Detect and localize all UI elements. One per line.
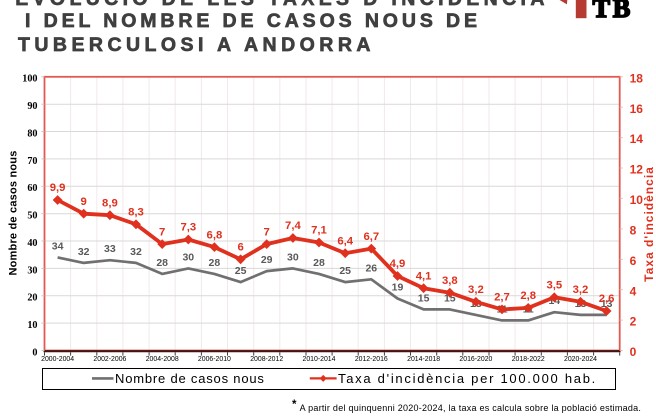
- svg-text:90: 90: [27, 101, 37, 112]
- svg-text:2004-2008: 2004-2008: [146, 356, 179, 363]
- svg-text:28: 28: [156, 257, 168, 269]
- svg-text:2008-2012: 2008-2012: [250, 356, 283, 363]
- svg-text:28: 28: [209, 257, 221, 269]
- svg-text:2014-2018: 2014-2018: [407, 356, 440, 363]
- svg-text:10: 10: [27, 320, 37, 331]
- svg-text:2006-2010: 2006-2010: [198, 356, 231, 363]
- svg-text:30: 30: [182, 251, 194, 263]
- svg-text:60: 60: [27, 183, 37, 194]
- svg-text:9,9: 9,9: [50, 182, 66, 194]
- svg-text:4: 4: [630, 284, 637, 298]
- svg-text:2012-2016: 2012-2016: [355, 356, 388, 363]
- svg-text:29: 29: [261, 254, 273, 266]
- svg-text:30: 30: [287, 251, 299, 263]
- svg-text:4,9: 4,9: [390, 258, 406, 270]
- svg-text:25: 25: [339, 265, 351, 277]
- svg-text:Taxa d'incidència per 100.000: Taxa d'incidència per 100.000 hab.: [338, 371, 597, 386]
- svg-text:3,8: 3,8: [442, 275, 458, 287]
- svg-text:2018-2022: 2018-2022: [512, 356, 545, 363]
- svg-text:6,8: 6,8: [207, 229, 223, 241]
- svg-text:3,2: 3,2: [573, 284, 589, 296]
- svg-text:15: 15: [418, 292, 430, 304]
- svg-text:16: 16: [630, 102, 644, 116]
- svg-text:32: 32: [78, 246, 90, 258]
- svg-text:8: 8: [630, 224, 637, 238]
- svg-text:6: 6: [237, 242, 243, 254]
- svg-text:2016-2020: 2016-2020: [459, 356, 492, 363]
- svg-text:Nombre de casos nous: Nombre de casos nous: [8, 150, 20, 275]
- svg-text:7: 7: [159, 226, 165, 238]
- svg-text:7,4: 7,4: [285, 220, 301, 232]
- svg-text:4,1: 4,1: [416, 270, 432, 282]
- svg-text:3,5: 3,5: [546, 280, 562, 292]
- svg-text:6,4: 6,4: [337, 235, 353, 247]
- svg-text:12: 12: [630, 163, 644, 177]
- svg-text:15: 15: [444, 292, 456, 304]
- svg-text:Taxa d'incidència: Taxa d'incidència: [642, 166, 656, 282]
- svg-text:10: 10: [630, 193, 644, 207]
- svg-text:8,3: 8,3: [128, 207, 144, 219]
- svg-text:13: 13: [601, 298, 613, 310]
- svg-text:7: 7: [264, 226, 270, 238]
- svg-text:2000-2004: 2000-2004: [41, 356, 74, 363]
- svg-text:TB: TB: [593, 0, 634, 23]
- svg-text:28: 28: [313, 257, 325, 269]
- svg-text:100: 100: [22, 74, 37, 85]
- svg-text:80: 80: [27, 128, 37, 139]
- svg-text:0: 0: [630, 345, 637, 359]
- svg-text:2020-2024: 2020-2024: [564, 356, 597, 363]
- svg-text:26: 26: [365, 262, 377, 274]
- svg-text:40: 40: [27, 238, 37, 249]
- svg-text:30: 30: [27, 265, 37, 276]
- svg-text:6,7: 6,7: [363, 231, 379, 243]
- svg-text:Nombre de casos nous: Nombre de casos nous: [115, 371, 265, 386]
- svg-text:18: 18: [630, 71, 644, 85]
- svg-text:25: 25: [235, 265, 247, 277]
- svg-text:33: 33: [104, 243, 116, 255]
- svg-text:2,7: 2,7: [494, 292, 510, 304]
- svg-text:0: 0: [32, 347, 37, 358]
- svg-text:6: 6: [630, 254, 637, 268]
- svg-text:50: 50: [27, 211, 37, 222]
- svg-text:32: 32: [130, 246, 142, 258]
- svg-text:3,2: 3,2: [468, 284, 484, 296]
- svg-text:2002-2006: 2002-2006: [93, 356, 126, 363]
- svg-text:14: 14: [630, 132, 644, 146]
- svg-text:2,6: 2,6: [599, 293, 615, 305]
- svg-text:7,3: 7,3: [180, 222, 196, 234]
- svg-text:2,8: 2,8: [520, 290, 536, 302]
- svg-text:7,1: 7,1: [311, 225, 327, 237]
- svg-text:70: 70: [27, 156, 37, 167]
- svg-text:9: 9: [81, 196, 87, 208]
- svg-text:20: 20: [27, 293, 37, 304]
- svg-text:34: 34: [52, 240, 64, 252]
- svg-text:19: 19: [392, 282, 404, 294]
- svg-text:8,9: 8,9: [102, 197, 118, 209]
- svg-text:2: 2: [630, 315, 637, 329]
- svg-text:2010-2014: 2010-2014: [303, 356, 336, 363]
